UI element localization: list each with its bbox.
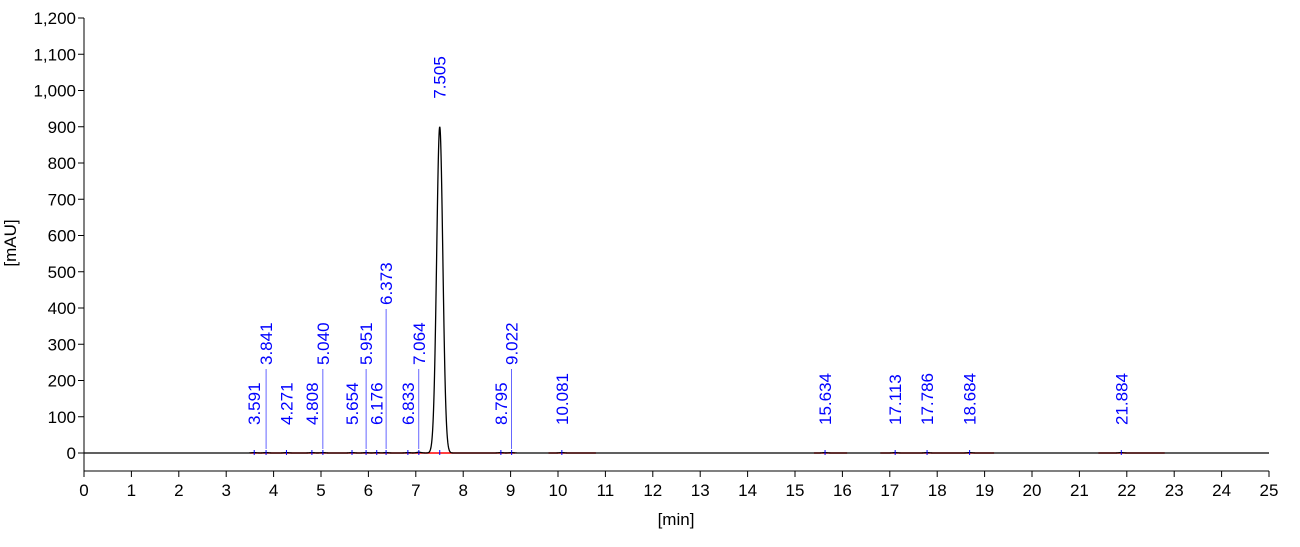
y-tick-label: 100 xyxy=(48,408,76,427)
y-tick-label: 300 xyxy=(48,335,76,354)
y-tick-label: 400 xyxy=(48,299,76,318)
x-tick-label: 13 xyxy=(691,481,710,500)
peak-label: 6.833 xyxy=(399,382,418,425)
signal-trace-group xyxy=(84,126,1269,454)
peak-label: 3.841 xyxy=(257,322,276,365)
y-tick-label: 700 xyxy=(48,190,76,209)
x-tick-label: 1 xyxy=(127,481,136,500)
x-tick-label: 2 xyxy=(174,481,183,500)
x-tick-label: 20 xyxy=(1023,481,1042,500)
x-tick-label: 23 xyxy=(1165,481,1184,500)
x-tick-label: 16 xyxy=(833,481,852,500)
x-tick-label: 14 xyxy=(738,481,757,500)
x-tick-label: 19 xyxy=(975,481,994,500)
x-tick-label: 8 xyxy=(458,481,467,500)
signal-trace xyxy=(84,126,1269,454)
x-tick-label: 5 xyxy=(316,481,325,500)
x-tick-label: 10 xyxy=(549,481,568,500)
y-tick-label: 200 xyxy=(48,372,76,391)
x-tick-label: 7 xyxy=(411,481,420,500)
x-tick-label: 24 xyxy=(1212,481,1231,500)
y-tick-label: 800 xyxy=(48,154,76,173)
peak-label: 6.176 xyxy=(368,382,387,425)
peak-label: 5.040 xyxy=(314,322,333,365)
x-tick-label: 3 xyxy=(221,481,230,500)
peak-label: 5.654 xyxy=(343,382,362,425)
peak-label: 17.113 xyxy=(886,374,905,425)
y-tick-label: 1,200 xyxy=(33,9,76,28)
x-tick-label: 6 xyxy=(364,481,373,500)
y-axis-label: [mAU] xyxy=(1,219,20,266)
peak-label: 18.684 xyxy=(961,373,980,425)
y-tick-label: 600 xyxy=(48,227,76,246)
peak-label: 6.373 xyxy=(377,262,396,305)
y-tick-label: 900 xyxy=(48,118,76,137)
y-tick-label: 0 xyxy=(67,444,76,463)
y-tick-label: 1,100 xyxy=(33,45,76,64)
x-tick-label: 25 xyxy=(1260,481,1279,500)
x-tick-label: 17 xyxy=(880,481,899,500)
x-tick-label: 21 xyxy=(1070,481,1089,500)
peak-label: 4.808 xyxy=(303,382,322,425)
x-tick-label: 18 xyxy=(928,481,947,500)
x-tick-label: 11 xyxy=(597,481,615,500)
peak-label: 15.634 xyxy=(816,373,835,425)
x-axis-label: [min] xyxy=(658,510,695,529)
peak-label: 9.022 xyxy=(503,322,522,365)
peak-label: 21.884 xyxy=(1112,373,1131,425)
peak-label: 4.271 xyxy=(277,382,296,425)
peak-label: 17.786 xyxy=(918,373,937,425)
x-tick-label: 9 xyxy=(506,481,515,500)
x-tick-label: 12 xyxy=(643,481,662,500)
peak-label: 7.505 xyxy=(431,56,450,99)
peak-label: 8.795 xyxy=(492,382,511,425)
x-tick-label: 22 xyxy=(1117,481,1136,500)
peak-label: 5.951 xyxy=(357,322,376,365)
peak-label: 10.081 xyxy=(553,373,572,425)
peak-label: 3.591 xyxy=(245,382,264,425)
y-tick-label: 1,000 xyxy=(33,82,76,101)
x-tick-label: 0 xyxy=(79,481,88,500)
x-tick-label: 15 xyxy=(786,481,805,500)
axes: 0 1 2 3 4 5 6 7 8 9 10 11 12 13 14 15 16 17 18 19 20 21 22 23 24… xyxy=(33,9,1278,500)
peak-label: 7.064 xyxy=(410,322,429,365)
x-tick-label: 4 xyxy=(269,481,278,500)
y-tick-label: 500 xyxy=(48,263,76,282)
